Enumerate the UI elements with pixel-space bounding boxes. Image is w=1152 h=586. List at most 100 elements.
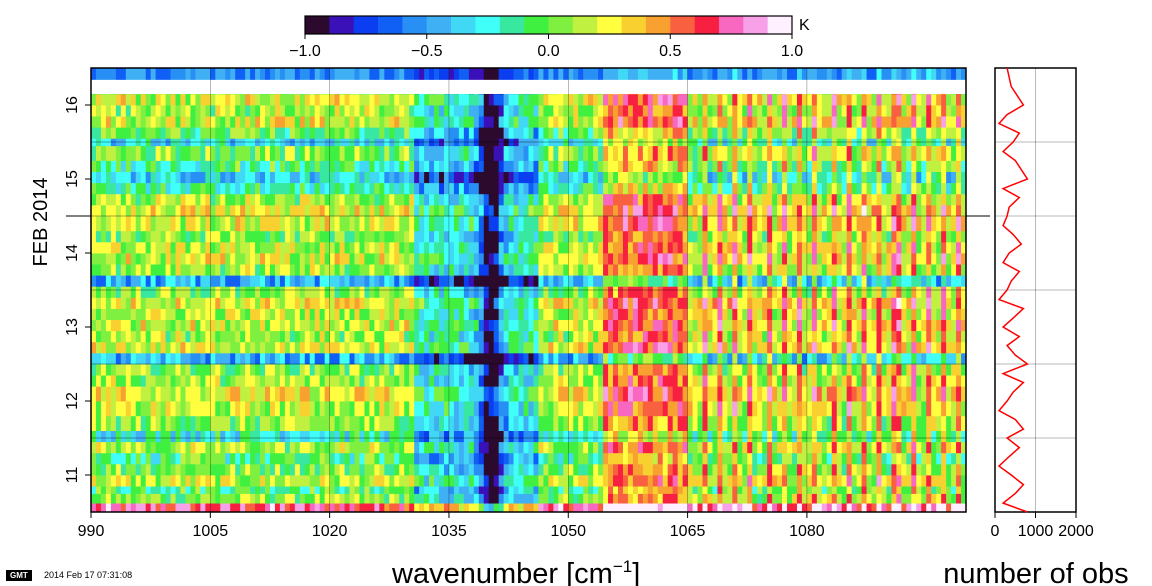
heatmap-cell	[443, 193, 450, 206]
heatmap-cell	[553, 386, 559, 402]
heatmap-cell	[140, 216, 147, 232]
heatmap-cell	[195, 241, 201, 254]
heatmap-cell	[861, 275, 867, 287]
heatmap-cell	[563, 297, 569, 309]
heatmap-cell	[250, 401, 256, 417]
heatmap-cell	[503, 463, 510, 476]
heatmap-cell	[613, 341, 619, 354]
heatmap-cell	[767, 375, 773, 387]
heatmap-cell	[946, 503, 952, 513]
heatmap-cell	[260, 364, 266, 376]
heatmap-cell	[583, 230, 589, 243]
heatmap-cell	[687, 375, 693, 387]
heatmap-cell	[140, 297, 147, 309]
heatmap-cell	[349, 493, 355, 504]
heatmap-cell	[866, 264, 872, 276]
heatmap-cell	[613, 264, 619, 276]
heatmap-cell	[891, 297, 897, 309]
heatmap-cell	[787, 319, 793, 332]
heatmap-cell	[677, 503, 684, 513]
heatmap-cell	[926, 401, 932, 417]
heatmap-cell	[225, 401, 231, 417]
heatmap-cell	[110, 364, 117, 376]
heatmap-cell	[458, 493, 465, 504]
heatmap-cell	[210, 264, 216, 276]
heatmap-cell	[608, 230, 614, 243]
heatmap-cell	[642, 193, 649, 206]
heatmap-cell	[613, 297, 619, 309]
heatmap-cell	[414, 264, 420, 276]
heatmap-cell	[265, 330, 271, 343]
heatmap-cell	[359, 486, 365, 494]
heatmap-cell	[190, 193, 196, 206]
heatmap-cell	[921, 216, 927, 232]
heatmap-cell	[578, 441, 584, 454]
heatmap-cell	[682, 352, 688, 365]
heatmap-cell	[906, 204, 912, 217]
heatmap-cell	[593, 230, 599, 243]
heatmap-cell	[946, 475, 952, 487]
heatmap-cell	[468, 475, 475, 487]
heatmap-cell	[324, 493, 331, 504]
heatmap-cell	[165, 286, 171, 298]
heatmap-cell	[941, 415, 947, 431]
heatmap-cell	[876, 352, 882, 365]
heatmap-cell	[598, 452, 604, 465]
heatmap-cell	[911, 415, 917, 431]
heatmap-cell	[299, 275, 306, 287]
heatmap-cell	[260, 415, 266, 431]
heatmap-cell	[379, 275, 385, 287]
heatmap-cell	[140, 241, 147, 254]
heatmap-cell	[448, 386, 455, 402]
heatmap-cell	[424, 297, 430, 309]
heatmap-cell	[235, 503, 241, 513]
heatmap-cell	[622, 493, 629, 504]
heatmap-cell	[816, 286, 823, 298]
heatmap-cell	[617, 286, 624, 298]
heatmap-cell	[682, 230, 688, 243]
heatmap-cell	[518, 364, 524, 376]
heatmap-cell	[483, 275, 490, 287]
heatmap-cell	[677, 352, 684, 365]
heatmap-cell	[667, 503, 674, 513]
heatmap-cell	[478, 463, 485, 476]
heatmap-cell	[866, 341, 872, 354]
heatmap-cell	[329, 204, 336, 217]
heatmap-cell	[782, 204, 788, 217]
heatmap-cell	[518, 452, 524, 465]
heatmap-cell	[617, 264, 624, 276]
heatmap-cell	[762, 264, 768, 276]
heatmap-cell	[404, 401, 410, 417]
heatmap-cell	[861, 441, 867, 454]
heatmap-cell	[488, 204, 495, 217]
heatmap-cell	[498, 430, 505, 443]
heatmap-cell	[593, 286, 599, 298]
heatmap-cell	[722, 486, 728, 494]
heatmap-cell	[175, 297, 181, 309]
heatmap-cell	[135, 241, 142, 254]
heatmap-cell	[135, 493, 142, 504]
heatmap-cell	[702, 193, 708, 206]
heatmap-cell	[951, 308, 957, 320]
heatmap-cell	[762, 204, 768, 217]
heatmap-cell	[205, 286, 211, 298]
heatmap-cell	[513, 441, 519, 454]
heatmap-cell	[453, 415, 460, 431]
heatmap-cell	[289, 352, 296, 365]
heatmap-cell	[821, 319, 828, 332]
heatmap-cell	[871, 503, 877, 513]
heatmap-cell	[528, 253, 534, 265]
heatmap-cell	[782, 216, 788, 232]
heatmap-cell	[458, 503, 465, 513]
heatmap-cell	[448, 230, 455, 243]
heatmap-cell	[235, 286, 241, 298]
heatmap-cell	[279, 430, 286, 443]
heatmap-cell	[389, 486, 395, 494]
heatmap-cell	[617, 463, 624, 476]
heatmap-cell	[120, 341, 127, 354]
heatmap-cell	[821, 375, 828, 387]
heatmap-cell	[637, 415, 644, 431]
heatmap-cell	[334, 341, 340, 354]
heatmap-cell	[245, 375, 251, 387]
heatmap-cell	[886, 452, 892, 465]
